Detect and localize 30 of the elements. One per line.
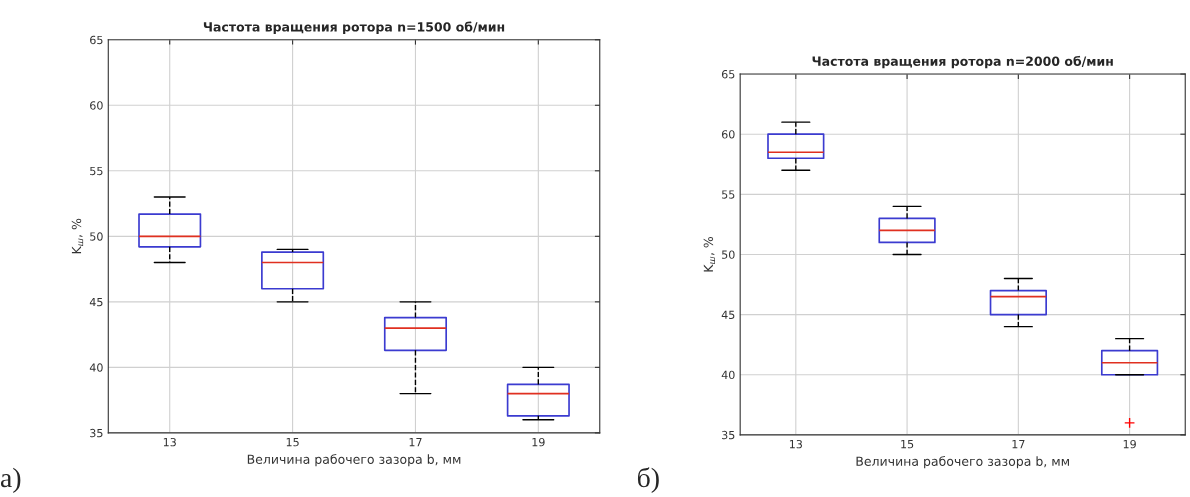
x-axis-title: Величина рабочего зазора b, мм bbox=[856, 456, 1069, 469]
y-tick-label: 40 bbox=[721, 370, 735, 380]
y-tick-label: 45 bbox=[89, 297, 103, 307]
y-tick-label: 45 bbox=[721, 310, 735, 319]
x-tick-label: 15 bbox=[901, 440, 914, 449]
x-axis-title: Величина рабочего зазора b, мм bbox=[247, 454, 461, 467]
y-tick-label: 65 bbox=[721, 70, 735, 79]
text: а) bbox=[0, 467, 21, 493]
x-tick-label: 13 bbox=[163, 437, 176, 447]
chart-title: Частота вращения ротора n=1500 об/мин bbox=[203, 21, 505, 35]
x-tick-label: 19 bbox=[1123, 439, 1136, 449]
x-tick-label: 17 bbox=[1012, 440, 1025, 449]
x-tick-label: 17 bbox=[409, 438, 422, 447]
chart-title: Частота вращения ротора n=2000 об/мин bbox=[812, 55, 1113, 69]
y-tick-label: 60 bbox=[721, 130, 735, 139]
y-axis-title: K$_{ш}$, % bbox=[703, 236, 715, 272]
y-tick-label: 35 bbox=[90, 428, 103, 438]
y-tick-label: 65 bbox=[90, 35, 103, 45]
y-tick-label: 55 bbox=[90, 166, 103, 176]
x-tick-label: 15 bbox=[286, 438, 299, 447]
y-tick-label: 50 bbox=[90, 232, 103, 241]
y-tick-label: 50 bbox=[722, 250, 735, 259]
y-axis-title: K$_{ш}$, % bbox=[71, 218, 84, 254]
y-tick-label: 55 bbox=[722, 190, 735, 199]
x-tick-label: 19 bbox=[532, 437, 545, 447]
text: б) bbox=[637, 467, 659, 493]
y-tick-label: 60 bbox=[90, 101, 103, 110]
y-tick-label: 40 bbox=[89, 363, 103, 372]
x-tick-label: 13 bbox=[789, 439, 802, 449]
y-tick-label: 35 bbox=[722, 430, 735, 440]
